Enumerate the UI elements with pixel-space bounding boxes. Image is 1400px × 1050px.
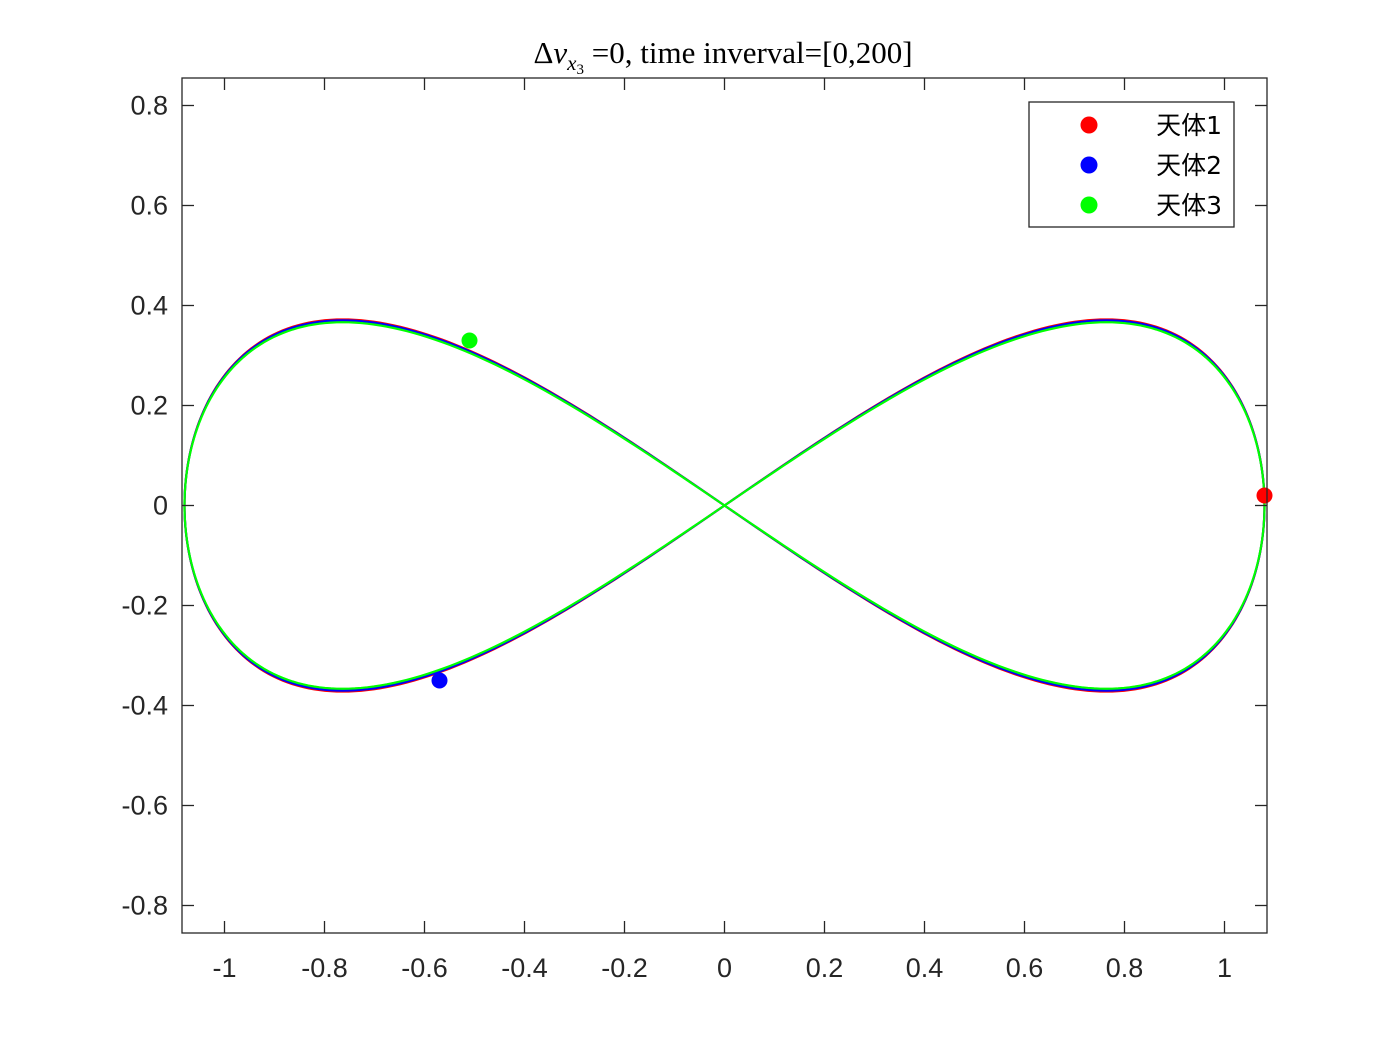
x-tick-label: 1	[1217, 953, 1232, 983]
x-tick-label: -0.8	[301, 953, 348, 983]
legend-marker-2	[1080, 156, 1098, 174]
x-tick-label: -1	[212, 953, 236, 983]
x-tick-label: -0.2	[601, 953, 648, 983]
title-variable: v	[553, 35, 567, 70]
y-tick-label: -0.6	[121, 791, 168, 821]
y-tick-label: 0.8	[130, 91, 168, 121]
x-tick-label: -0.6	[401, 953, 448, 983]
chart-title: Δvx3 =0, time inverval=[0,200]	[533, 35, 912, 78]
body-marker-2	[431, 672, 448, 689]
body-marker-3	[461, 332, 478, 349]
body-marker-1	[1256, 487, 1273, 504]
title-rest: =0, time inverval=[0,200]	[584, 35, 913, 70]
axes: -1 -0.8 -0.6 -0.4 -0.2 0 0.2 0.4 0.6 0.8 1 0.8 0.6 0.…	[121, 77, 1268, 983]
y-tick-label: 0	[153, 491, 168, 521]
x-tick-label: 0.4	[906, 953, 944, 983]
x-tick-label: -0.4	[501, 953, 548, 983]
legend-label-1: 天体1	[1156, 111, 1222, 140]
legend-marker-1	[1080, 116, 1098, 134]
x-tick-label: 0.8	[1106, 953, 1144, 983]
title-delta: Δ	[533, 35, 553, 70]
y-tick-label: -0.2	[121, 591, 168, 621]
x-tick-label: 0	[717, 953, 732, 983]
title-subscript: x	[566, 51, 577, 75]
y-tick-label: -0.4	[121, 691, 168, 721]
legend-marker-3	[1080, 196, 1098, 214]
legend-box	[1028, 101, 1235, 228]
legend-label-2: 天体2	[1156, 151, 1222, 180]
title-subsubscript: 3	[577, 62, 585, 78]
y-tick-label: 0.6	[130, 191, 168, 221]
orbit-line-3	[183, 321, 1266, 690]
legend-label-3: 天体3	[1156, 191, 1222, 220]
x-tick-label: 0.2	[806, 953, 844, 983]
plot-area	[183, 318, 1273, 693]
y-tick-label: 0.2	[130, 391, 168, 421]
legend: 天体1 天体2 天体3	[1028, 101, 1235, 228]
y-tick-label: 0.4	[130, 291, 168, 321]
x-tick-label: 0.6	[1006, 953, 1044, 983]
y-tick-label: -0.8	[121, 891, 168, 921]
